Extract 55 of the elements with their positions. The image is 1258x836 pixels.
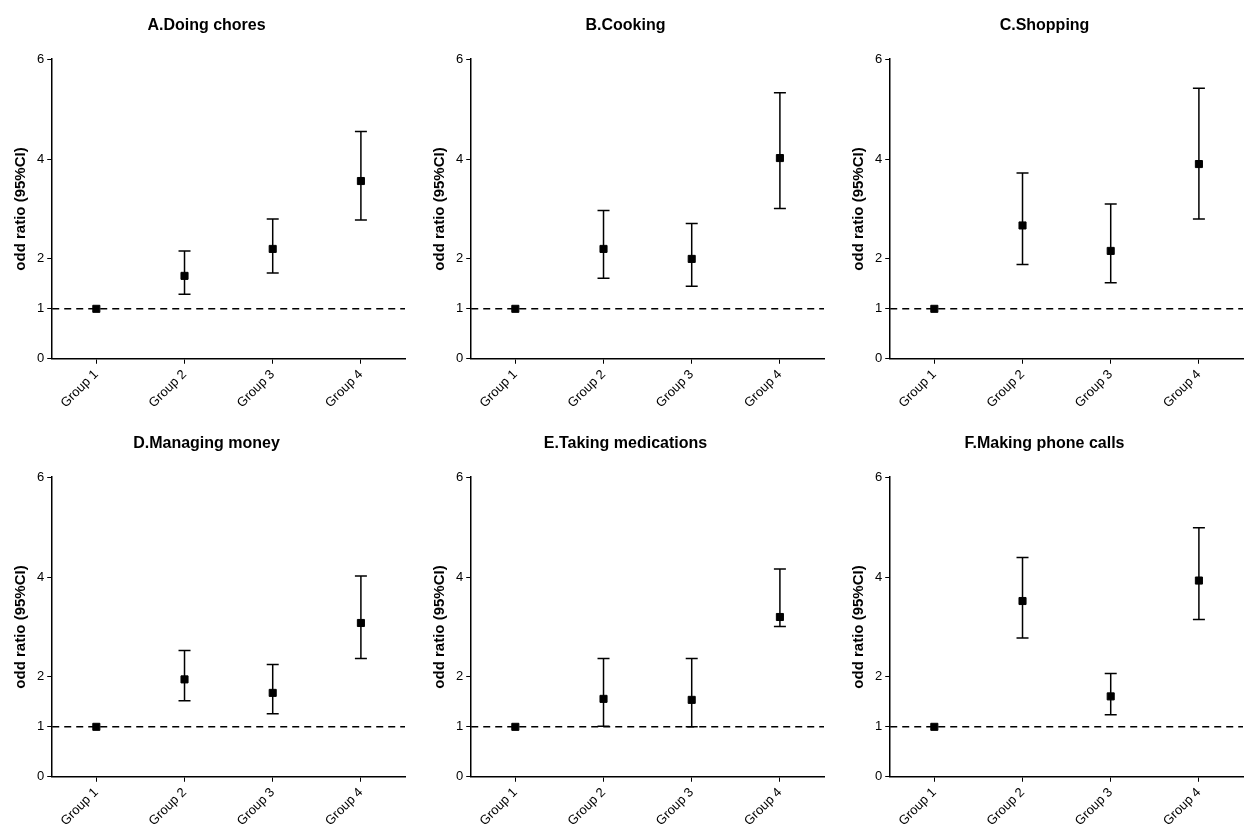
y-tick-label: 0 [37,768,45,784]
y-tick-label: 2 [456,668,464,684]
point [1018,221,1027,230]
point [92,722,101,731]
chart-title: E.Taking medications [543,434,708,452]
point [599,694,608,703]
point [1018,596,1027,606]
chart-title: A.Doing chores [147,16,266,34]
y-tick-label: 6 [37,50,45,66]
y-tick-label: 6 [456,50,464,66]
point [92,304,101,313]
y-axis-title: odd ratio (95%CI) [430,565,448,689]
y-tick-label: 1 [456,300,464,316]
y-tick-label: 2 [456,250,464,266]
y-tick-label: 6 [37,468,45,484]
y-tick-label: 6 [875,468,883,484]
y-axis-title: odd ratio (95%CI) [430,147,448,271]
y-tick-label: 4 [456,150,464,166]
y-tick-label: 1 [456,718,464,734]
y-axis-title: odd ratio (95%CI) [11,565,29,689]
y-tick-label: 2 [875,668,883,684]
y-tick-label: 4 [875,150,883,166]
y-axis-title: odd ratio (95%CI) [849,565,867,689]
y-tick-label: 0 [875,768,883,784]
point [180,675,189,684]
y-tick-label: 2 [37,668,45,684]
y-tick-label: 6 [875,50,883,66]
chart-title: C.Shopping [999,16,1090,34]
y-tick-label: 6 [456,468,464,484]
y-tick-label: 0 [456,350,464,366]
y-tick-label: 2 [37,250,45,266]
point [1106,692,1115,701]
y-axis-title: odd ratio (95%CI) [11,147,29,271]
y-tick-label: 0 [37,350,45,366]
y-tick-label: 4 [37,150,45,166]
y-tick-label: 2 [875,250,883,266]
y-tick-label: 4 [456,568,464,584]
chart-title: D.Managing money [133,434,280,452]
y-tick-label: 0 [875,350,883,366]
y-tick-label: 1 [37,300,45,316]
chart-title: F.Making phone calls [964,434,1125,452]
y-tick-label: 1 [875,300,883,316]
point [511,722,520,731]
chart-title: B.Cooking [585,16,666,34]
y-tick-label: 0 [456,768,464,784]
point [511,304,520,313]
y-axis-title: odd ratio (95%CI) [849,147,867,271]
y-tick-label: 1 [37,718,45,734]
point [599,244,608,253]
point [930,722,939,731]
y-tick-label: 1 [875,718,883,734]
y-tick-label: 4 [37,568,45,584]
point [930,304,939,313]
point [180,271,189,280]
y-tick-label: 4 [875,568,883,584]
